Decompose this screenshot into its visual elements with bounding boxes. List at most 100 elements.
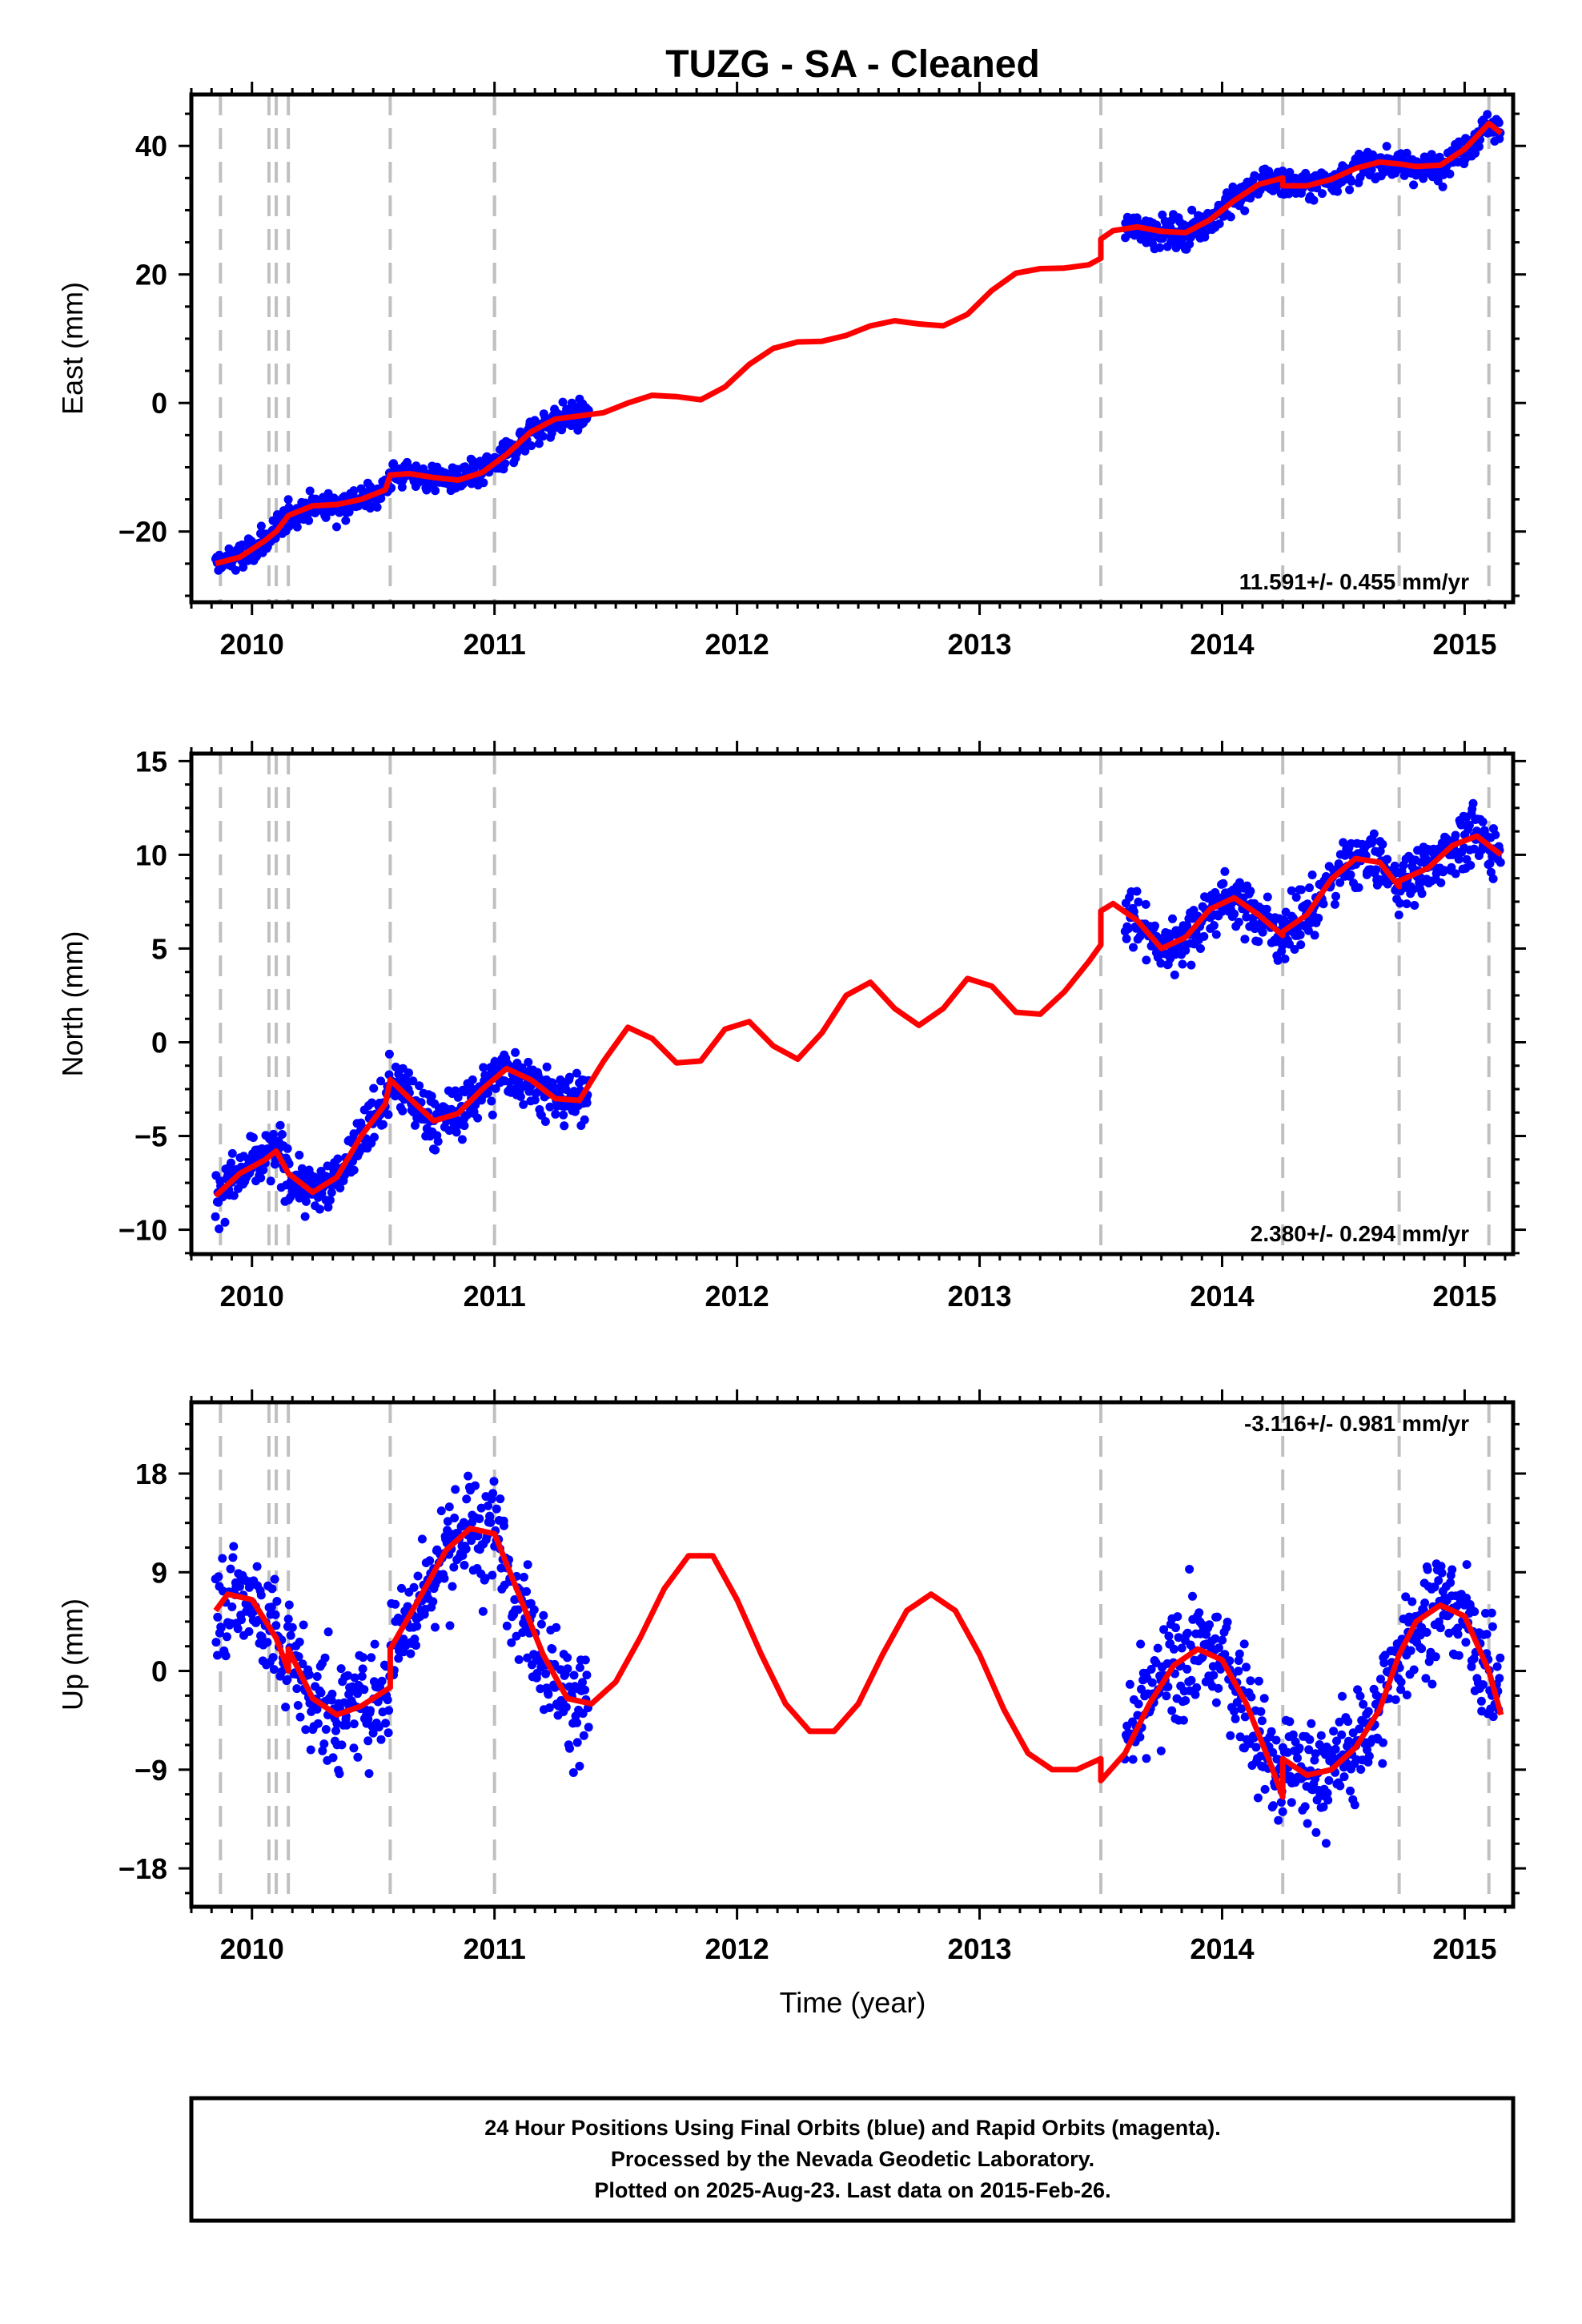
y-axis-label: North (mm) [56,931,89,1077]
observation-point [391,1599,400,1609]
observation-point [1211,1634,1220,1643]
observation-point [295,1712,305,1722]
observation-point [256,521,266,531]
observation-point [259,1165,268,1175]
observation-point [433,1136,443,1146]
observation-point [1307,870,1317,879]
observation-point [471,1481,480,1490]
observation-point [519,1100,528,1109]
observation-point [1263,892,1272,902]
observation-point [328,1753,338,1763]
observation-point [1359,1699,1368,1709]
observation-point [272,1597,282,1606]
observation-point [394,1654,404,1663]
observation-point [1337,1730,1347,1739]
observation-point [1464,821,1474,830]
observation-point [1335,1717,1344,1727]
observation-point [1147,1678,1157,1687]
observation-point [223,1171,233,1180]
observation-point [318,1746,327,1755]
observation-point [342,1720,351,1730]
observation-point [270,1574,279,1584]
observation-point [502,1621,512,1630]
observation-point [281,1703,291,1712]
observation-point [295,1637,304,1647]
x-tick-label: 2010 [220,1932,284,1965]
observation-point [545,1102,555,1112]
observation-point [534,439,544,448]
observation-point [1181,1696,1191,1705]
observation-point [1129,943,1138,952]
observation-point [451,1485,460,1494]
observation-point [349,1129,359,1139]
observation-point [320,1653,330,1663]
observation-point [1496,1653,1505,1663]
observation-point [1177,1643,1186,1653]
observation-point [1303,926,1313,935]
observation-point [1482,1630,1492,1639]
observation-point [384,1706,394,1715]
observation-point [1331,891,1340,901]
observation-point [316,1688,326,1698]
observation-point [1195,1608,1204,1618]
observation-point [480,1574,490,1583]
observation-point [1159,1625,1169,1634]
observation-point [1304,1745,1314,1755]
observation-point [335,1769,344,1779]
observation-point [284,1600,294,1610]
observation-point [1199,931,1209,941]
observation-point [487,1096,496,1106]
observation-point [1225,1656,1235,1666]
x-tick-label: 2011 [464,1932,526,1965]
observation-point [1155,243,1164,252]
observation-point [391,1062,400,1072]
observation-point [569,1671,579,1680]
observation-point [359,1685,369,1695]
observation-point [367,1653,376,1663]
y-tick-label: 0 [151,387,167,420]
observation-point [1215,219,1224,228]
observation-point [1319,1802,1328,1811]
observation-point [1409,1665,1419,1675]
observation-point [1178,1715,1188,1725]
observation-point [513,1605,523,1614]
observation-point [1162,1691,1171,1701]
observation-point [1456,820,1466,830]
observation-point [572,1738,582,1747]
observation-point [1435,152,1444,162]
observation-point [1132,887,1142,896]
observation-point [1287,1798,1296,1807]
observation-point [304,516,314,525]
observation-point [381,1719,390,1728]
observation-point [1368,836,1378,846]
observation-point [363,1736,373,1746]
observation-point [1333,187,1343,196]
observation-point [1434,1576,1443,1586]
observation-point [283,1144,292,1153]
observation-point [1278,941,1287,951]
observation-point [529,1605,539,1614]
observation-point [1402,1691,1411,1699]
observation-point [1339,838,1348,847]
observation-point [353,1752,363,1762]
observation-point [213,1651,222,1660]
observation-point [218,1554,227,1563]
observation-point [1171,1623,1180,1633]
observation-point [1346,870,1355,879]
observation-point [1378,1759,1387,1768]
observation-point [287,1622,297,1632]
observation-point [1488,1712,1498,1722]
observation-point [256,1590,266,1600]
observation-point [1259,1694,1269,1703]
observation-point [1168,914,1177,923]
observation-point [473,1113,483,1123]
observation-point [1191,1690,1200,1699]
observation-point [1209,1671,1219,1680]
observation-point [1169,1644,1178,1654]
observation-point [580,1655,590,1665]
observation-point [540,1117,550,1126]
observation-point [1466,861,1476,870]
observation-point [266,1176,275,1186]
observation-point [335,1184,345,1192]
observation-point [1205,1620,1214,1630]
